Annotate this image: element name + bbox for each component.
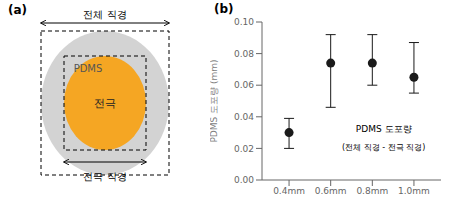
svg-text:전체 직경: 전체 직경: [83, 9, 126, 20]
html-text:(b): (b): [214, 2, 234, 16]
svg-text:0.10: 0.10: [234, 17, 254, 27]
svg-text:전극: 전극: [94, 97, 116, 110]
svg-text:0.6mm: 0.6mm: [315, 186, 347, 196]
svg-text:0.04: 0.04: [234, 112, 254, 122]
html-text:PDMS 도포량: PDMS 도포량: [355, 124, 412, 135]
svg-text:전극 직경: 전극 직경: [83, 171, 126, 182]
svg-text:(a): (a): [8, 3, 27, 17]
svg-text:0.08: 0.08: [234, 49, 254, 59]
html-text:(전체 직경 - 전극 직경): (전체 직경 - 전극 직경): [342, 143, 426, 153]
svg-text:0.8mm: 0.8mm: [356, 186, 388, 196]
svg-text:0.02: 0.02: [234, 144, 254, 154]
svg-text:PDMS 도포량 (mm): PDMS 도포량 (mm): [210, 59, 219, 142]
svg-text:PDMS: PDMS: [74, 63, 103, 74]
svg-text:1.0mm: 1.0mm: [398, 186, 430, 196]
svg-text:0.06: 0.06: [234, 80, 254, 90]
svg-text:0.00: 0.00: [234, 175, 254, 185]
svg-text:0.4mm: 0.4mm: [273, 186, 305, 196]
